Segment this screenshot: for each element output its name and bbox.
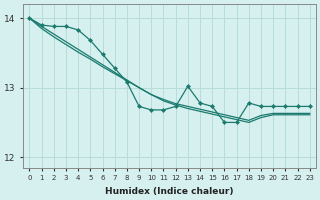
X-axis label: Humidex (Indice chaleur): Humidex (Indice chaleur) bbox=[105, 187, 234, 196]
